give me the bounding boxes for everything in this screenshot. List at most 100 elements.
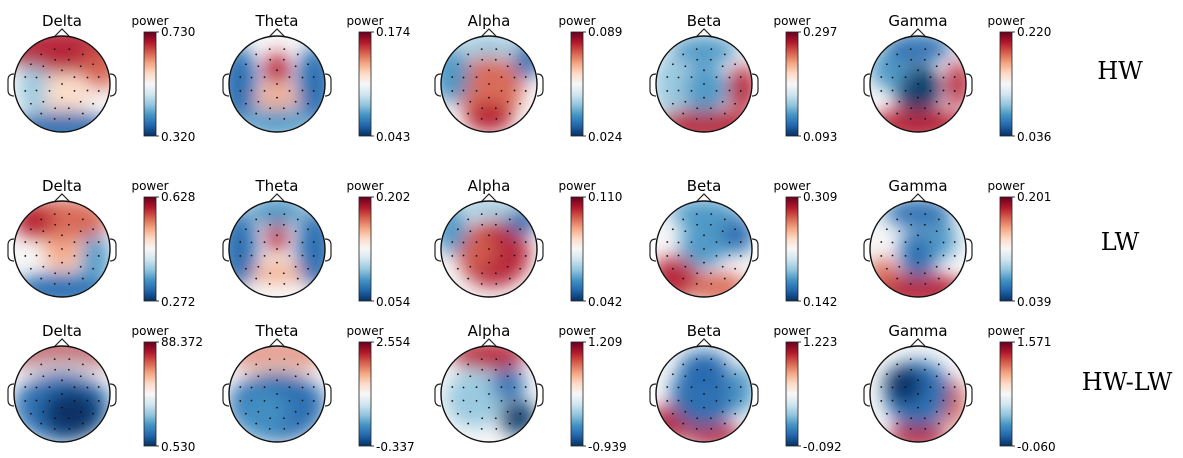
electrode-dot: [917, 83, 919, 85]
colorbar-label: power: [346, 179, 383, 193]
electrode-dot: [268, 213, 271, 216]
electrode-dot: [937, 277, 940, 280]
electrode-dot: [721, 230, 724, 233]
colorbar-max-tick: 88.372: [161, 335, 203, 349]
electrode-dot: [42, 410, 45, 413]
electrode-dot: [896, 218, 899, 221]
electrode-dot: [721, 410, 724, 413]
electrode-dot: [61, 261, 63, 264]
electrode-dot: [910, 417, 913, 420]
electrode-dot: [263, 76, 266, 79]
electrode-dot: [508, 218, 511, 221]
electrode-dot: [48, 241, 51, 244]
left-ear-outline: [863, 73, 871, 97]
electrode-dot: [500, 76, 503, 79]
electrode-dot: [312, 255, 315, 257]
electrode-dot: [896, 363, 899, 366]
electrode-dot: [880, 90, 883, 92]
colorbar-label: power: [987, 14, 1024, 28]
electrode-dot: [35, 76, 38, 79]
electrode-dot: [301, 241, 304, 244]
scalp-heatmap: [656, 346, 752, 442]
right-ear-outline: [751, 383, 759, 407]
electrode-dot: [880, 76, 883, 78]
electrode-dot: [92, 63, 95, 66]
colorbar-min-tick: 0.142: [803, 295, 837, 309]
colorbar-min-tick: -0.092: [803, 440, 842, 453]
electrode-dot: [721, 375, 724, 378]
electrode-dot: [495, 48, 498, 51]
colorbar-min-tick: 0.042: [588, 295, 622, 309]
electrode-dot: [703, 248, 705, 250]
head-outline: [440, 35, 538, 133]
electrode-dot: [506, 230, 509, 233]
electrode-dot: [35, 89, 38, 92]
electrode-dot: [896, 112, 899, 115]
electrode-dot: [715, 399, 718, 402]
electrode-dot: [891, 254, 894, 257]
colorbar-label: power: [346, 14, 383, 28]
electrode-dot: [276, 379, 278, 382]
electrode-dot: [909, 213, 912, 216]
electrode-dot: [475, 76, 478, 79]
electrode-dot: [953, 76, 956, 78]
electrode-dot: [709, 368, 712, 371]
electrode-dot: [40, 218, 43, 221]
head-outline: [13, 35, 111, 133]
electrode-dot: [917, 379, 919, 382]
electrode-dot: [257, 65, 260, 68]
colorbar-label: power: [773, 179, 810, 193]
electrode-dot: [48, 254, 51, 257]
electrode-dot: [488, 261, 490, 264]
electrode-dot: [255, 112, 258, 115]
electrode-dot: [904, 254, 907, 257]
electrode-dot: [92, 267, 95, 270]
electrode-dot: [739, 90, 742, 92]
scalp-heatmap: [14, 346, 110, 442]
electrode-dot: [880, 386, 883, 388]
electrode-dot: [923, 368, 926, 371]
electrode-dot: [92, 373, 95, 376]
nose-outline: [53, 193, 71, 203]
electrode-dot: [480, 282, 483, 285]
electrode-dot: [29, 228, 32, 231]
band-title: Beta: [687, 177, 722, 195]
electrode-dot: [721, 100, 724, 103]
electrode-dot: [68, 48, 71, 51]
electrode-dot: [519, 228, 522, 231]
electrode-dot: [475, 241, 478, 244]
electrode-dot: [54, 58, 57, 61]
electrode-dot: [896, 422, 899, 425]
electrode-dot: [257, 410, 260, 413]
nose-outline: [909, 193, 927, 203]
electrode-dot: [734, 412, 737, 415]
electrode-dot: [695, 427, 698, 430]
electrode-dot: [79, 410, 82, 413]
electrode-dot: [24, 255, 27, 257]
scalp-heatmap: [229, 201, 325, 297]
scalp-heatmap: [229, 36, 325, 132]
right-ear-outline: [965, 238, 973, 262]
left-ear-outline: [222, 73, 230, 97]
electrode-dot: [904, 241, 907, 244]
electrode-dot: [513, 386, 516, 389]
electrode-dot: [917, 393, 919, 395]
electrode-dot: [276, 406, 278, 409]
electrode-dot: [61, 248, 63, 250]
electrode-dot: [904, 399, 907, 402]
colorbar-gradient: [143, 31, 157, 137]
electrode-dot: [462, 254, 465, 257]
electrode-dot: [467, 112, 470, 115]
electrode-dot: [948, 373, 951, 376]
electrode-dot: [703, 406, 705, 409]
colorbar-gradient: [570, 31, 584, 137]
electrode-dot: [97, 241, 100, 243]
electrode-dot: [282, 368, 285, 371]
electrode-dot: [677, 399, 680, 402]
